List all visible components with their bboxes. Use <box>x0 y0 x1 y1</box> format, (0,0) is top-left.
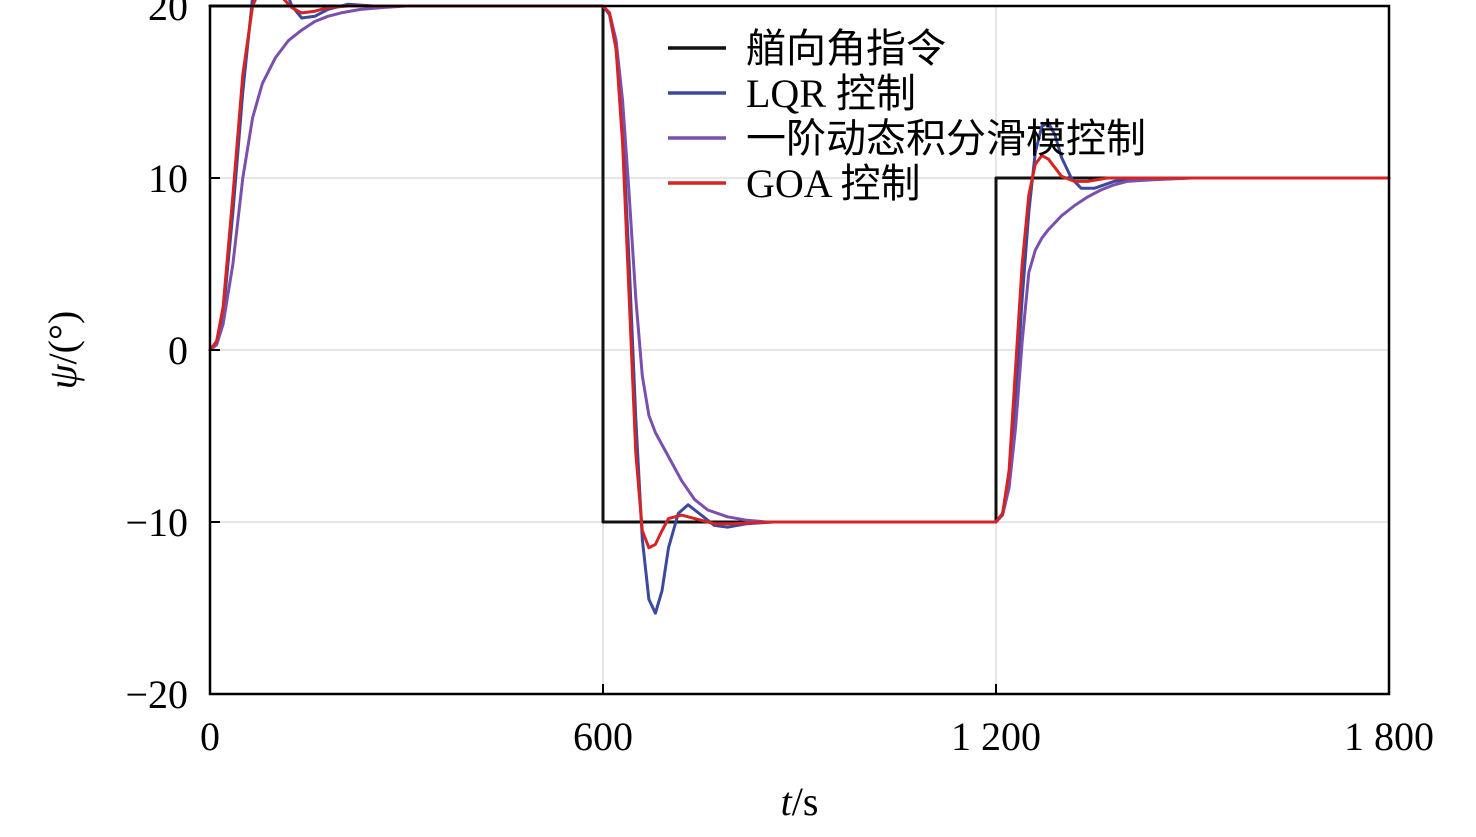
y-tick-label: −10 <box>125 500 188 545</box>
legend-label: LQR 控制 <box>746 71 916 116</box>
y-axis-label-var: ψ <box>40 363 85 389</box>
x-axis-label-var: t <box>781 779 793 824</box>
y-axis-label-unit: /(°) <box>40 311 85 365</box>
series-line-1 <box>208 0 1391 615</box>
y-tick-label: 20 <box>148 0 188 29</box>
legend-label: GOA 控制 <box>746 161 920 206</box>
x-tick-label: 600 <box>573 714 633 759</box>
y-tick-label: −20 <box>125 672 188 717</box>
axis-ticks: 0 600 1 200 1 800 −20 −10 0 10 20 <box>125 0 1434 759</box>
y-tick-label: 10 <box>148 156 188 201</box>
y-axis-label: ψ/(°) <box>40 311 85 390</box>
x-tick-label: 1 800 <box>1344 714 1434 759</box>
legend-label: 一阶动态积分滑模控制 <box>746 116 1146 161</box>
y-tick-label: 0 <box>168 328 188 373</box>
series-line-3 <box>208 0 1391 550</box>
x-axis-label-unit: /s <box>792 779 819 824</box>
legend-label: 艏向角指令 <box>746 26 946 71</box>
x-axis-label: t/s <box>781 779 819 824</box>
series-line-2 <box>208 4 1391 524</box>
x-tick-label: 0 <box>200 714 220 759</box>
x-tick-label: 1 200 <box>951 714 1041 759</box>
